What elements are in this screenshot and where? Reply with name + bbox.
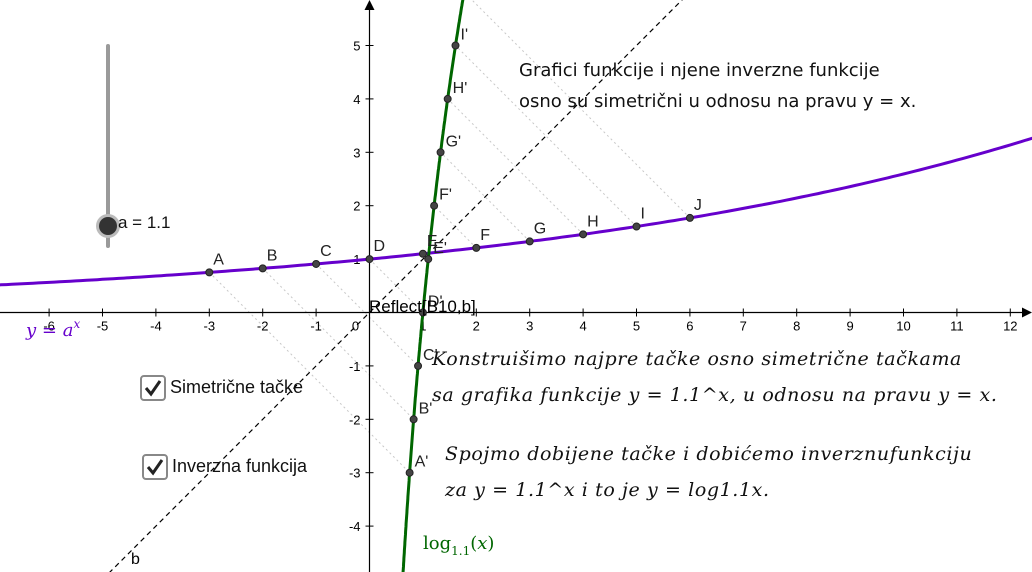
- reflected-point-3[interactable]: [418, 308, 427, 317]
- x-tick-label: -1: [310, 319, 322, 334]
- x-tick-label: 12: [1003, 319, 1017, 334]
- x-tick-label: -5: [97, 319, 109, 334]
- y-tick-label: 3: [353, 145, 360, 160]
- point-label: C: [320, 243, 332, 260]
- checkbox-simetricne-tacke-label: Simetrične tačke: [170, 377, 304, 397]
- note-top: Grafici funkcije i njene inverzne funkci…: [519, 55, 916, 117]
- x-tick-label: 11: [950, 319, 964, 334]
- check-icon: [146, 459, 164, 476]
- y-tick-label: 4: [353, 92, 360, 107]
- point-label: H: [587, 213, 599, 230]
- y-tick-label: -1: [349, 359, 361, 374]
- reflected-point-label: D': [428, 294, 443, 311]
- reflected-point-5[interactable]: [430, 201, 439, 210]
- y-tick-label: -3: [349, 466, 361, 481]
- reflected-point-label: G': [446, 133, 462, 150]
- reflected-point-label: E': [433, 240, 447, 257]
- point-label: J: [694, 197, 702, 214]
- reflected-point-label: F': [439, 187, 452, 204]
- x-tick-label: 7: [740, 319, 747, 334]
- reflected-point-label: C': [423, 347, 438, 364]
- reflected-point-0[interactable]: [405, 468, 414, 477]
- note-top-line1: Grafici funkcije i njene inverzne funkci…: [519, 60, 880, 81]
- reflected-point-4[interactable]: [424, 255, 433, 264]
- slider-a-knob[interactable]: [99, 217, 117, 235]
- point-E[interactable]: [418, 249, 427, 258]
- point-C[interactable]: [312, 259, 321, 268]
- point-B[interactable]: [258, 264, 267, 273]
- point-D[interactable]: [365, 255, 374, 264]
- checkbox-inverzna-funkcija-label: Inverzna funkcija: [172, 456, 308, 476]
- check-icon: [144, 380, 162, 397]
- reflected-point-1[interactable]: [409, 415, 418, 424]
- symmetry-segment: [471, 0, 691, 219]
- y-tick-label: -4: [349, 519, 361, 534]
- symmetry-segment: [315, 263, 419, 367]
- x-tick-label: 5: [633, 319, 640, 334]
- reflected-point-label: H': [453, 80, 468, 97]
- reflected-point-6[interactable]: [436, 148, 445, 157]
- reflect-command-label: Reflect[B10,b]: [369, 297, 476, 316]
- y-tick-label: 2: [353, 199, 360, 214]
- note-mid-line1: Konstruišimo najpre tačke osno simetričn…: [432, 348, 962, 370]
- x-tick-label: 8: [793, 319, 800, 334]
- note-top-line2: osno su simetrični u odnosu na pravu y =…: [519, 91, 917, 112]
- y-tick-label: -2: [349, 412, 361, 427]
- point-I[interactable]: [632, 222, 641, 231]
- point-label: D: [374, 238, 386, 255]
- line-y-equals-x[interactable]: [103, 0, 685, 572]
- note-bottom-line2: za y = 1.1^x i to je y = log1.1x.: [445, 479, 770, 501]
- point-label: A: [213, 251, 224, 268]
- line-b-label: b: [131, 551, 140, 568]
- note-mid-line2: sa grafika funkcije y = 1.1^x, u odnosu …: [432, 384, 998, 406]
- slider-a-label: a = 1.1: [118, 213, 171, 232]
- points-layer: A A' B B' C C' D D' EE' F F' G G' H H' I I' J: [205, 27, 702, 477]
- x-tick-label: 6: [686, 319, 693, 334]
- point-G[interactable]: [525, 237, 534, 246]
- y-tick-label: 5: [353, 39, 360, 54]
- point-F[interactable]: [472, 243, 481, 252]
- point-label: E: [427, 233, 438, 250]
- point-label: G: [534, 220, 546, 237]
- point-H[interactable]: [579, 230, 588, 239]
- point-J[interactable]: [685, 213, 694, 222]
- symmetry-segment: [447, 98, 584, 235]
- reflected-point-7[interactable]: [443, 94, 452, 103]
- point-label: F: [480, 227, 490, 244]
- x-tick-label: -4: [150, 319, 162, 334]
- point-label: I: [641, 205, 645, 222]
- symmetry-segment: [440, 151, 531, 242]
- reflected-point-8[interactable]: [451, 41, 460, 50]
- reflected-point-2[interactable]: [414, 361, 423, 370]
- x-tick-label: -3: [204, 319, 216, 334]
- reflected-point-label: I': [461, 27, 469, 44]
- x-tick-label: -2: [257, 319, 269, 334]
- exp-function-label: y = ax: [25, 317, 80, 341]
- reflected-point-label: B': [419, 400, 433, 417]
- note-bottom-line1: Spojmo dobijene tačke i dobićemo inverzn…: [445, 443, 973, 465]
- log-function-curve[interactable]: [401, 0, 465, 572]
- x-tick-label: 4: [579, 319, 586, 334]
- x-tick-label: 2: [473, 319, 480, 334]
- slider-a-track[interactable]: [106, 44, 110, 248]
- x-tick-label: 0: [352, 319, 359, 334]
- log-function-label: log1.1(x): [423, 533, 494, 558]
- point-A[interactable]: [205, 268, 214, 277]
- exp-function-curve[interactable]: [0, 136, 1032, 287]
- checkbox-simetricne-tacke[interactable]: [140, 375, 166, 401]
- note-bottom: Spojmo dobijene tačke i dobićemo inverzn…: [445, 436, 972, 508]
- x-tick-label: 9: [846, 319, 853, 334]
- note-mid: Konstruišimo najpre tačke osno simetričn…: [432, 341, 998, 413]
- x-tick-label: 10: [896, 319, 910, 334]
- y-axis-arrow: [364, 0, 375, 10]
- checkbox-inverzna-funkcija[interactable]: [142, 454, 168, 480]
- point-label: B: [267, 247, 278, 264]
- x-axis-arrow: [1022, 307, 1032, 318]
- x-tick-label: -6: [43, 319, 55, 334]
- reflected-point-label: A': [415, 454, 429, 471]
- x-tick-label: 3: [526, 319, 533, 334]
